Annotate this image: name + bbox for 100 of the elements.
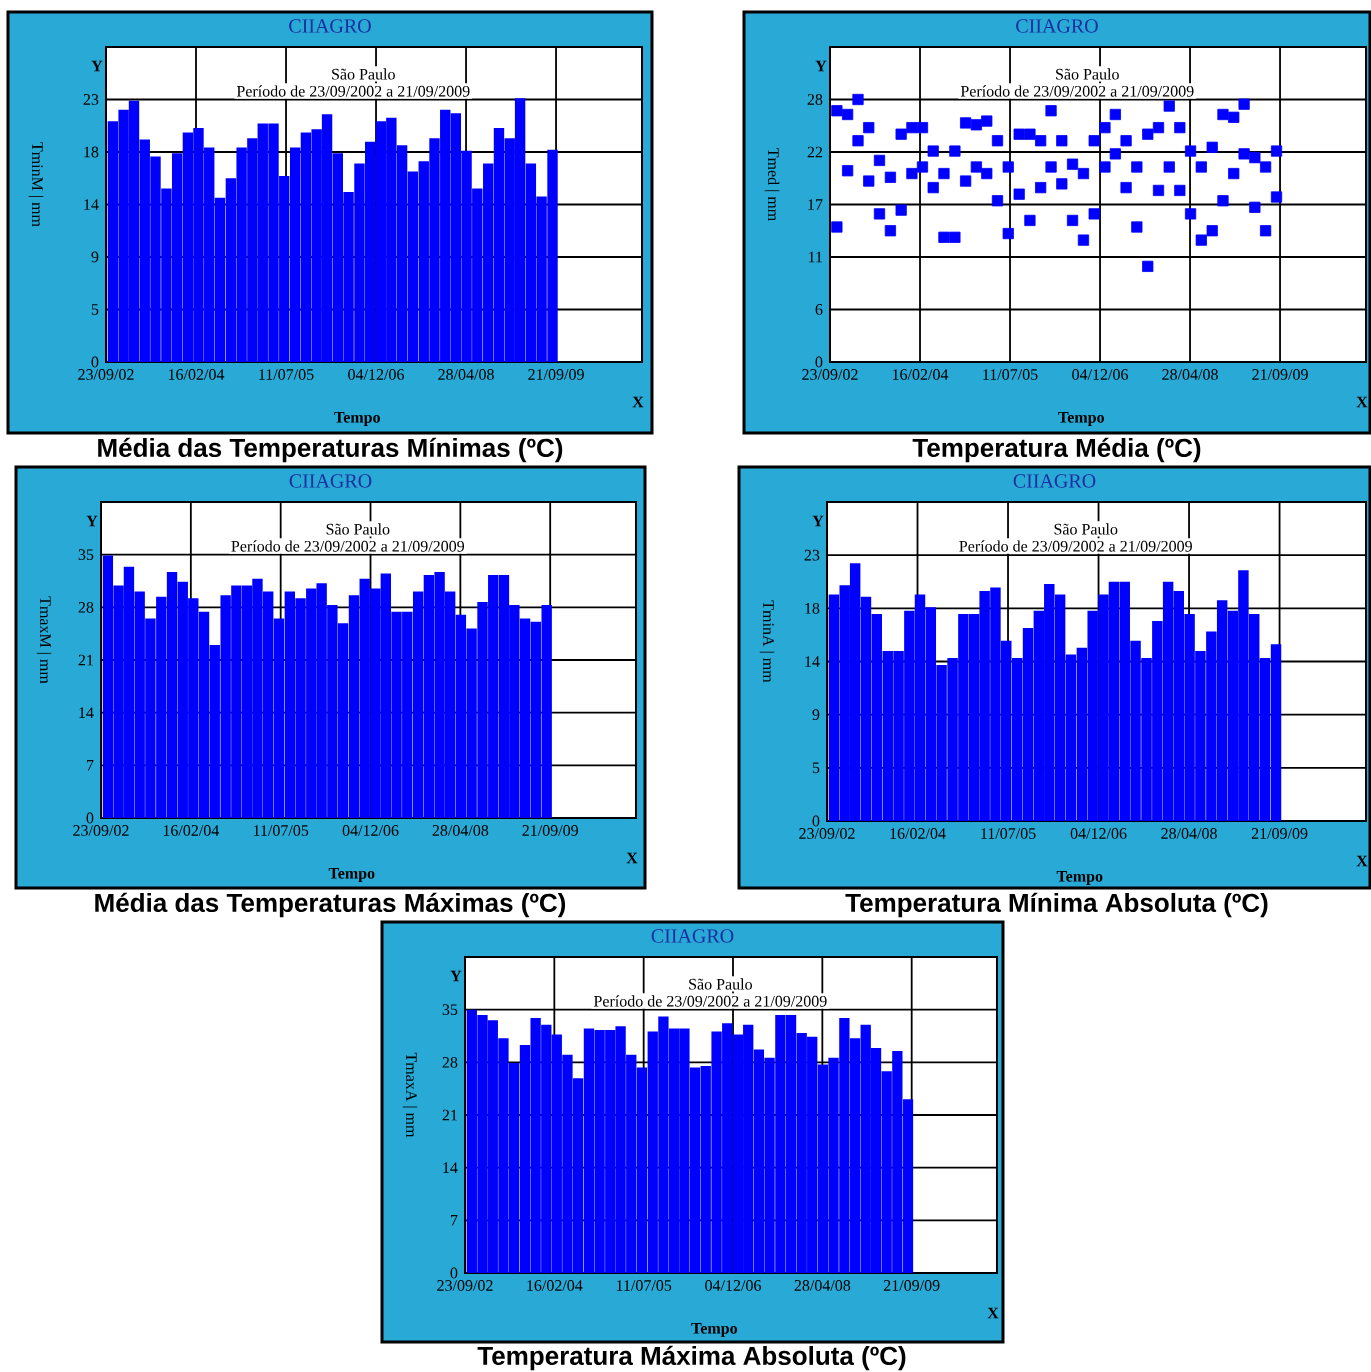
text: CIIAGRO xyxy=(289,474,372,488)
x-axis-title: Tempo xyxy=(1056,871,1103,885)
x-tick-label: 11/07/05 xyxy=(616,1280,671,1291)
x-tick-label: 21/09/09 xyxy=(528,369,584,380)
y-tick-label: 7 xyxy=(450,1215,458,1226)
text: Y xyxy=(450,970,462,982)
y-axis-title: TminA | mm xyxy=(759,600,775,683)
y-tick-label: 14 xyxy=(443,1162,458,1173)
y-tick-label: 14 xyxy=(79,707,94,718)
text: Y xyxy=(86,515,98,527)
text: Média das Temperaturas Máximas (ºC) xyxy=(95,892,565,918)
y-tick-label: 21 xyxy=(442,1109,457,1121)
y-axis-title: TmaxA | mm xyxy=(402,1052,418,1138)
y-tick-label: 5 xyxy=(91,304,99,315)
annotation: Período de 23/09/2002 a 21/09/2009 xyxy=(236,85,470,97)
text: São Paulo xyxy=(326,523,390,535)
x-axis-title: Tempo xyxy=(328,868,375,882)
y-tick-label: 35 xyxy=(78,549,94,561)
y-tick-label: 14 xyxy=(805,656,820,667)
y-tick-label: 0 xyxy=(450,1267,458,1279)
text: X xyxy=(1356,855,1368,867)
x-tick-label: 23/09/02 xyxy=(73,825,129,836)
x-tick-label: 16/02/04 xyxy=(163,825,219,836)
text: São Paulo xyxy=(688,978,752,990)
y-tick-label: 18 xyxy=(84,146,99,158)
annotation: Período de 23/09/2002 a 21/09/2009 xyxy=(959,540,1192,552)
x-tick-label: 23/09/02 xyxy=(802,369,858,380)
text: Média das Temperaturas Mínimas (ºC) xyxy=(97,437,562,463)
text: São Paulo xyxy=(331,68,395,80)
y-tick-label: 28 xyxy=(78,601,94,613)
x-tick-label: 04/12/06 xyxy=(342,825,399,836)
x-tick-label: 04/12/06 xyxy=(704,1280,761,1291)
x-tick-label: 23/09/02 xyxy=(437,1280,493,1291)
x-tick-label: 11/07/05 xyxy=(259,369,314,380)
x-axis-title: Tempo xyxy=(334,412,380,426)
x-tick-label: 21/09/09 xyxy=(1252,369,1308,380)
y-tick-label: 18 xyxy=(805,602,820,614)
y-tick-label: 5 xyxy=(812,762,820,774)
text: Y xyxy=(91,60,103,72)
x-tick-label: 16/02/04 xyxy=(527,1280,583,1291)
text: X xyxy=(1356,396,1368,408)
y-tick-label: 0 xyxy=(86,812,94,824)
x-tick-label: 16/02/04 xyxy=(890,828,946,839)
y-tick-label: 35 xyxy=(442,1004,458,1016)
text: X xyxy=(987,1307,999,1319)
text: CIIAGRO xyxy=(288,19,371,33)
x-tick-label: 28/04/08 xyxy=(432,825,488,836)
x-tick-label: 28/04/08 xyxy=(1162,369,1218,380)
y-axis-title: TminM | mm xyxy=(28,142,44,227)
x-tick-label: 04/12/06 xyxy=(1071,369,1128,380)
x-tick-label: 28/04/08 xyxy=(1161,828,1217,839)
y-tick-label: 9 xyxy=(812,709,820,721)
y-tick-label: 0 xyxy=(91,356,99,368)
x-tick-label: 16/02/04 xyxy=(168,369,224,380)
y-tick-label: 22 xyxy=(807,146,822,158)
text: X xyxy=(626,852,638,864)
x-tick-label: 16/02/04 xyxy=(892,369,948,380)
x-tick-label: 11/07/05 xyxy=(983,369,1038,380)
x-tick-label: 28/04/08 xyxy=(794,1280,850,1291)
text: Temperatura Média (ºC) xyxy=(912,437,1201,463)
x-tick-label: 21/09/09 xyxy=(883,1280,940,1291)
text: CIIAGRO xyxy=(651,929,734,943)
x-tick-label: 21/09/09 xyxy=(522,825,578,836)
x-tick-label: 04/12/06 xyxy=(347,369,404,380)
x-tick-label: 23/09/02 xyxy=(799,828,855,839)
y-tick-label: 11 xyxy=(808,251,822,263)
x-tick-label: 23/09/02 xyxy=(78,369,134,380)
text: Temperatura Máxima Absoluta (ºC) xyxy=(477,1345,906,1371)
text: São Paulo xyxy=(1054,523,1118,535)
x-tick-label: 04/12/06 xyxy=(1070,828,1127,839)
y-tick-label: 21 xyxy=(78,654,93,666)
x-axis-title: Tempo xyxy=(691,1323,737,1337)
y-tick-label: 28 xyxy=(807,94,823,105)
y-tick-label: 14 xyxy=(84,199,99,210)
y-axis-title: TmaxM | mm xyxy=(36,596,52,684)
x-tick-label: 11/07/05 xyxy=(981,828,1036,839)
y-tick-label: 9 xyxy=(91,251,99,263)
annotation: Período de 23/09/2002 a 21/09/2009 xyxy=(231,540,464,552)
x-tick-label: 11/07/05 xyxy=(253,825,308,836)
y-tick-label: 6 xyxy=(815,304,823,315)
y-tick-label: 0 xyxy=(812,815,820,827)
annotation: Período de 23/09/2002 a 21/09/2009 xyxy=(593,995,827,1007)
text: Temperatura Mínima Absoluta (ºC) xyxy=(845,892,1268,918)
y-tick-label: 28 xyxy=(442,1056,458,1068)
text: Y xyxy=(812,515,824,527)
text: São Paulo xyxy=(1055,68,1119,80)
y-axis-title: Tmed | mm xyxy=(764,148,780,221)
x-tick-label: 28/04/08 xyxy=(438,369,494,380)
text: Y xyxy=(815,60,827,72)
y-tick-label: 0 xyxy=(815,356,823,368)
annotation: Período de 23/09/2002 a 21/09/2009 xyxy=(960,85,1194,97)
y-tick-label: 23 xyxy=(804,549,820,561)
x-tick-label: 21/09/09 xyxy=(1251,828,1308,839)
text: CIIAGRO xyxy=(1015,19,1098,33)
text: X xyxy=(632,396,644,408)
y-tick-label: 7 xyxy=(86,760,94,771)
y-tick-label: 23 xyxy=(83,94,99,105)
y-tick-label: 17 xyxy=(808,199,823,210)
text: CIIAGRO xyxy=(1013,474,1096,488)
x-axis-title: Tempo xyxy=(1058,412,1104,426)
